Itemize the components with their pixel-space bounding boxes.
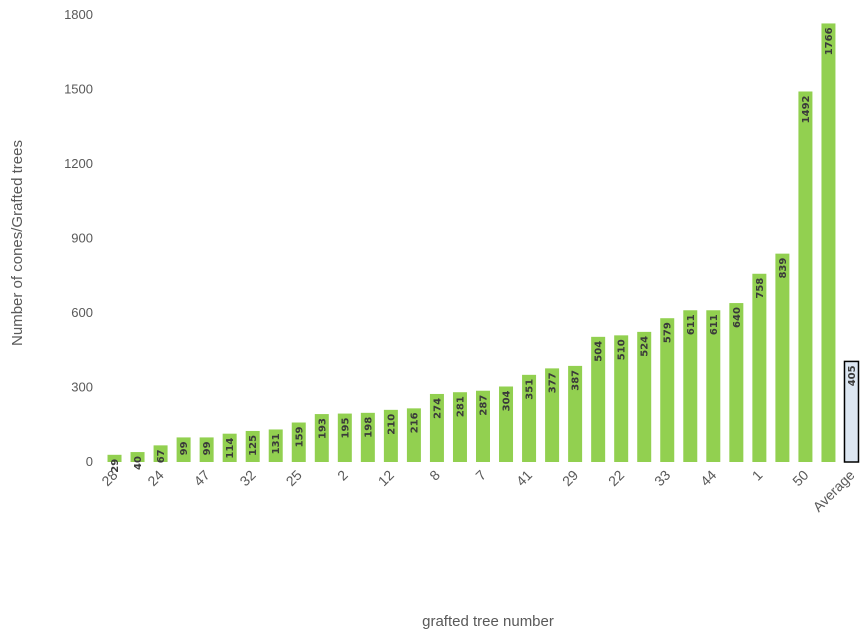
data-label: 510 bbox=[617, 339, 628, 360]
data-label: 287 bbox=[479, 395, 490, 416]
x-tick-label: 22 bbox=[605, 467, 627, 489]
data-label: 758 bbox=[755, 278, 766, 299]
data-label: 1766 bbox=[824, 27, 835, 55]
bar bbox=[107, 454, 122, 462]
x-tick-label: 24 bbox=[144, 467, 166, 489]
y-tick-label: 0 bbox=[86, 454, 93, 469]
bar bbox=[452, 392, 467, 462]
data-labels: 29 40 67 99 99 114 125 131 159 193 195 198 210 216 274… bbox=[110, 27, 858, 472]
bar bbox=[775, 253, 790, 462]
x-axis-title: grafted tree number bbox=[422, 613, 554, 630]
bar bbox=[314, 414, 329, 462]
y-axis-ticks: 0 300 600 900 1200 1500 1800 bbox=[64, 7, 93, 469]
data-label: 524 bbox=[640, 336, 651, 357]
data-label: 640 bbox=[732, 307, 743, 328]
data-label: 159 bbox=[294, 426, 305, 447]
bar bbox=[798, 91, 813, 462]
bar bbox=[130, 452, 145, 462]
x-tick-label: 8 bbox=[426, 467, 443, 484]
data-label: 839 bbox=[778, 258, 789, 279]
data-label: 125 bbox=[248, 435, 259, 456]
bar bbox=[683, 310, 698, 462]
data-label: 99 bbox=[179, 441, 190, 455]
bar bbox=[660, 318, 675, 462]
bar bbox=[153, 445, 168, 462]
average-bar bbox=[843, 360, 860, 463]
data-label: 131 bbox=[271, 433, 282, 454]
data-label: 40 bbox=[133, 456, 144, 470]
x-tick-label: 1 bbox=[749, 467, 766, 484]
x-tick-label: 50 bbox=[789, 467, 811, 489]
x-tick-label: 29 bbox=[559, 467, 581, 489]
x-tick-label: 7 bbox=[472, 467, 489, 484]
y-tick-label: 300 bbox=[71, 380, 93, 395]
data-label: 99 bbox=[202, 441, 213, 455]
y-tick-label: 1800 bbox=[64, 7, 93, 22]
data-label: 114 bbox=[225, 438, 236, 459]
x-tick-label: Average bbox=[810, 467, 858, 515]
bar bbox=[176, 437, 191, 462]
data-label: 281 bbox=[455, 396, 466, 417]
data-label: 377 bbox=[548, 372, 559, 393]
data-label: 351 bbox=[525, 379, 536, 400]
x-tick-label: 33 bbox=[651, 467, 673, 489]
bar bbox=[337, 413, 352, 462]
bar bbox=[429, 393, 444, 462]
x-tick-label: 44 bbox=[697, 467, 719, 489]
y-tick-label: 1500 bbox=[64, 82, 93, 97]
bar bbox=[245, 430, 260, 462]
data-label: 611 bbox=[686, 314, 697, 335]
bar bbox=[614, 335, 629, 462]
data-label: 304 bbox=[502, 390, 513, 411]
bar bbox=[222, 433, 237, 462]
data-label: 67 bbox=[156, 449, 167, 463]
y-tick-label: 1200 bbox=[64, 156, 93, 171]
data-label: 29 bbox=[110, 459, 121, 473]
bar bbox=[752, 273, 767, 462]
bar bbox=[706, 310, 721, 462]
bar bbox=[821, 23, 836, 463]
bar bbox=[268, 429, 283, 462]
data-label: 216 bbox=[409, 412, 420, 433]
data-label: 1492 bbox=[801, 95, 812, 123]
x-tick-label: 25 bbox=[283, 467, 305, 489]
data-label: 579 bbox=[663, 322, 674, 343]
bar bbox=[637, 331, 652, 462]
data-label: 387 bbox=[571, 370, 582, 391]
bar bbox=[291, 422, 306, 462]
x-tick-label: 32 bbox=[236, 467, 258, 489]
data-label: 274 bbox=[432, 398, 443, 419]
bar bbox=[545, 368, 560, 462]
x-tick-label: 12 bbox=[375, 467, 397, 489]
bar bbox=[522, 374, 537, 462]
data-label: 210 bbox=[386, 414, 397, 435]
x-tick-label: 47 bbox=[190, 467, 212, 489]
data-label: 611 bbox=[709, 314, 720, 335]
bar bbox=[406, 408, 421, 462]
data-label: 195 bbox=[340, 418, 351, 439]
x-tick-label: 2 bbox=[334, 467, 351, 484]
bars bbox=[107, 23, 860, 463]
bar bbox=[476, 390, 490, 462]
data-label: 193 bbox=[317, 418, 328, 439]
y-tick-label: 600 bbox=[71, 305, 93, 320]
bar bbox=[591, 336, 606, 462]
data-label: 504 bbox=[594, 341, 605, 362]
data-label: 405 bbox=[847, 365, 858, 386]
bar bbox=[499, 386, 514, 462]
bar bbox=[568, 365, 583, 462]
x-tick-label: 41 bbox=[513, 467, 535, 489]
y-axis-title: Number of cones/Grafted trees bbox=[9, 140, 26, 346]
y-tick-label: 900 bbox=[71, 231, 93, 246]
bar bbox=[383, 409, 398, 462]
bar bbox=[360, 412, 375, 462]
data-label: 198 bbox=[363, 417, 374, 438]
bar bbox=[729, 303, 744, 462]
bar bbox=[199, 437, 214, 462]
